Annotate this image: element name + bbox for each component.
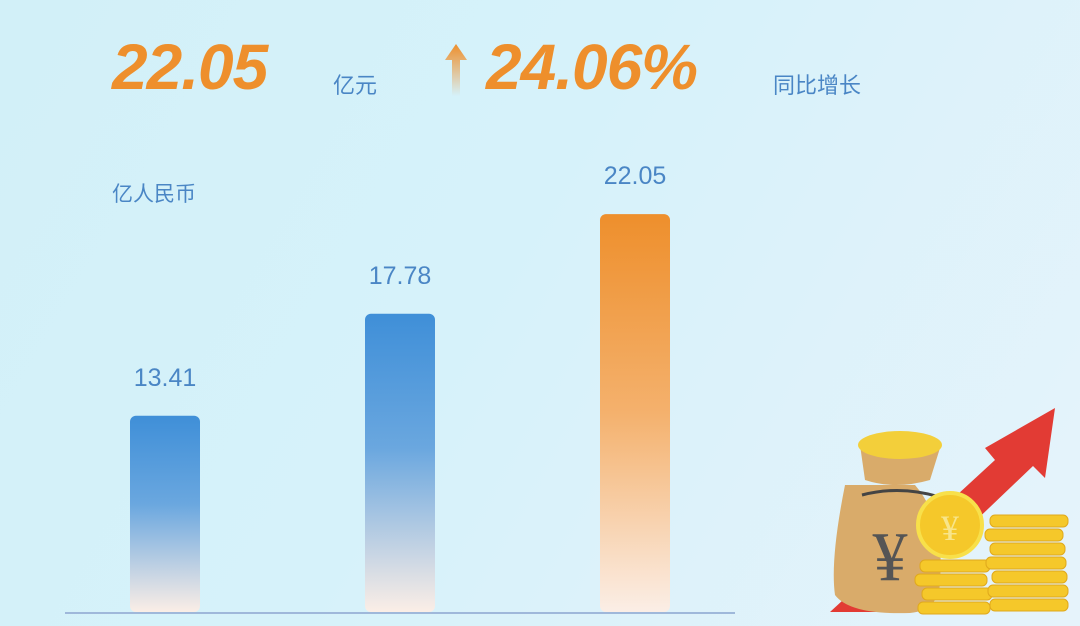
yuan-symbol: ¥ xyxy=(873,519,908,596)
bar xyxy=(130,415,200,612)
bar xyxy=(365,313,435,612)
svg-text:¥: ¥ xyxy=(941,508,959,548)
growth-value: 24.06% xyxy=(486,31,698,103)
bar-value-label: 13.41 xyxy=(134,364,197,392)
bar-value-label: 17.78 xyxy=(369,262,432,290)
y-axis-label: 亿人民币 xyxy=(112,183,196,206)
headline-value: 22.05 xyxy=(112,31,268,103)
arrow-up-icon xyxy=(445,44,467,96)
money-bag-coins-growth-icon: ¥ ¥ xyxy=(830,408,1069,615)
headline-unit: 亿元 xyxy=(333,73,378,98)
bar xyxy=(600,214,670,612)
bar-value-label: 22.05 xyxy=(604,162,667,190)
growth-label: 同比增长 xyxy=(773,73,862,98)
